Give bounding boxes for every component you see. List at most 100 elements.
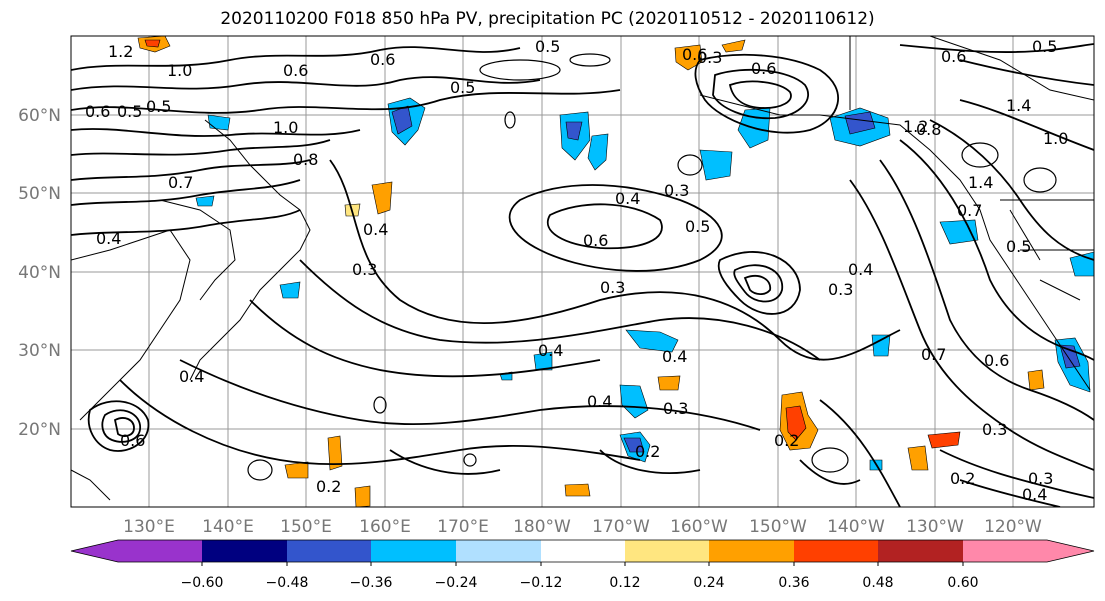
contour-label: 0.4 — [538, 341, 563, 360]
contour-label: 0.3 — [664, 181, 689, 200]
contour-label: 0.4 — [587, 392, 612, 411]
contour-label: 0.7 — [168, 173, 193, 192]
colorbar-segment — [202, 540, 287, 562]
contour-label: 0.2 — [950, 469, 975, 488]
lat-axis: 60°N 50°N 40°N 30°N 20°N — [18, 106, 61, 440]
contour-label: 0.3 — [600, 278, 625, 297]
map-title: 2020110200 F018 850 hPa PV, precipitatio… — [220, 9, 875, 29]
contour-label: 0.5 — [685, 217, 710, 236]
colorbar-tick-label: 0.60 — [947, 575, 978, 591]
colorbar-segment — [118, 540, 202, 562]
contour-label: 0.2 — [316, 477, 341, 496]
contour-label: 0.4 — [615, 189, 640, 208]
colorbar-tick-label: 0.12 — [609, 575, 640, 591]
colorbar-tick-label: 0.36 — [778, 575, 809, 591]
coastlines — [71, 36, 1094, 501]
colorbar-segment — [625, 540, 709, 562]
lon-tick-label: 150°E — [280, 517, 332, 537]
contour-label: 0.5 — [450, 78, 475, 97]
colorbar-segment — [541, 540, 625, 562]
contour-label: 0.6 — [984, 351, 1009, 370]
contour-labels: 1.2 1.0 0.6 0.5 0.8 1.0 0.7 0.6 0.5 0.4 … — [85, 37, 1068, 504]
lon-tick-label: 130°E — [123, 517, 175, 537]
lon-tick-label: 170°E — [437, 517, 489, 537]
contour-label: 0.6 — [120, 431, 145, 450]
contour-label: 0.5 — [535, 37, 560, 56]
map-content: 1.2 1.0 0.6 0.5 0.8 1.0 0.7 0.6 0.5 0.4 … — [71, 36, 1094, 507]
lon-tick-label: 160°W — [670, 517, 728, 537]
contour-label: 0.6 — [682, 45, 707, 64]
colorbar-outline — [70, 539, 1095, 563]
contour-label: 0.3 — [828, 280, 853, 299]
contour-label: 0.6 — [283, 61, 308, 80]
colorbar-tick-label: −0.36 — [350, 575, 393, 591]
lon-tick-label: 130°W — [906, 517, 964, 537]
colorbar-tick-label: −0.60 — [181, 575, 224, 591]
lon-tick-label: 140°W — [827, 517, 885, 537]
colorbar-segment — [1047, 540, 1094, 562]
contour-label: 0.5 — [117, 102, 142, 121]
plot-border — [70, 35, 1095, 508]
contour-label: 1.0 — [273, 118, 298, 137]
colorbar — [70, 539, 1095, 566]
colorbar-segment — [794, 540, 878, 562]
contour-label: 0.3 — [697, 48, 722, 67]
contour-label: 0.3 — [1028, 469, 1053, 488]
contour-label: 0.5 — [146, 97, 171, 116]
lon-tick-label: 180°W — [513, 517, 571, 537]
contour-label: 0.7 — [921, 345, 946, 364]
colorbar-segment — [878, 540, 963, 562]
contour-label: 0.3 — [352, 260, 377, 279]
lon-tick-label: 120°W — [984, 517, 1042, 537]
lat-tick-label: 50°N — [18, 184, 61, 204]
contour-label: 1.2 — [108, 42, 133, 61]
contour-label: 1.2 — [903, 117, 928, 136]
contour-label: 0.6 — [85, 102, 110, 121]
contour-label: 0.4 — [662, 347, 687, 366]
contour-label: 0.2 — [635, 442, 660, 461]
lon-tick-label: 140°E — [202, 517, 254, 537]
contour-label: 1.4 — [1006, 96, 1031, 115]
contour-label: 0.4 — [363, 220, 388, 239]
colorbar-segment — [287, 540, 371, 562]
contour-label: 0.3 — [982, 420, 1007, 439]
contour-label: 0.4 — [179, 367, 204, 386]
lat-tick-label: 40°N — [18, 263, 61, 283]
lat-tick-label: 20°N — [18, 420, 61, 440]
lat-tick-label: 60°N — [18, 106, 61, 126]
contour-label: 0.5 — [1006, 237, 1031, 256]
contour-label: 0.4 — [1022, 485, 1047, 504]
colorbar-segment — [963, 540, 1047, 562]
contour-label: 1.4 — [968, 173, 993, 192]
colorbar-ticks: −0.60 −0.48 −0.36 −0.24 −0.12 0.12 0.24 … — [181, 575, 979, 591]
contour-label: 1.0 — [167, 61, 192, 80]
colorbar-segment — [371, 540, 456, 562]
contour-label: 0.6 — [941, 47, 966, 66]
contour-label: 0.8 — [916, 120, 941, 139]
contour-label: 0.7 — [957, 201, 982, 220]
lat-tick-label: 30°N — [18, 341, 61, 361]
contour-label: 0.2 — [774, 431, 799, 450]
contour-label: 0.3 — [663, 399, 688, 418]
contour-label: 0.5 — [1032, 37, 1057, 56]
lon-tick-label: 170°W — [592, 517, 650, 537]
colorbar-tick-label: 0.48 — [862, 575, 893, 591]
contour-label: 0.6 — [370, 50, 395, 69]
contour-label: 0.6 — [583, 231, 608, 250]
contour-label: 0.6 — [751, 59, 776, 78]
lon-tick-label: 160°E — [359, 517, 411, 537]
colorbar-segment — [456, 540, 541, 562]
colorbar-tick-label: −0.12 — [520, 575, 563, 591]
colorbar-segment — [71, 540, 118, 562]
contour-label: 0.4 — [848, 260, 873, 279]
contour-label: 0.4 — [96, 229, 121, 248]
colorbar-tick-label: −0.24 — [435, 575, 478, 591]
contour-label: 1.0 — [1043, 129, 1068, 148]
colorbar-tick-label: 0.24 — [693, 575, 724, 591]
pv-contours-small — [247, 53, 1057, 481]
lon-tick-label: 150°W — [749, 517, 807, 537]
contour-label: 0.8 — [293, 150, 318, 169]
pv-contours — [71, 43, 1094, 507]
colorbar-segment — [709, 540, 794, 562]
